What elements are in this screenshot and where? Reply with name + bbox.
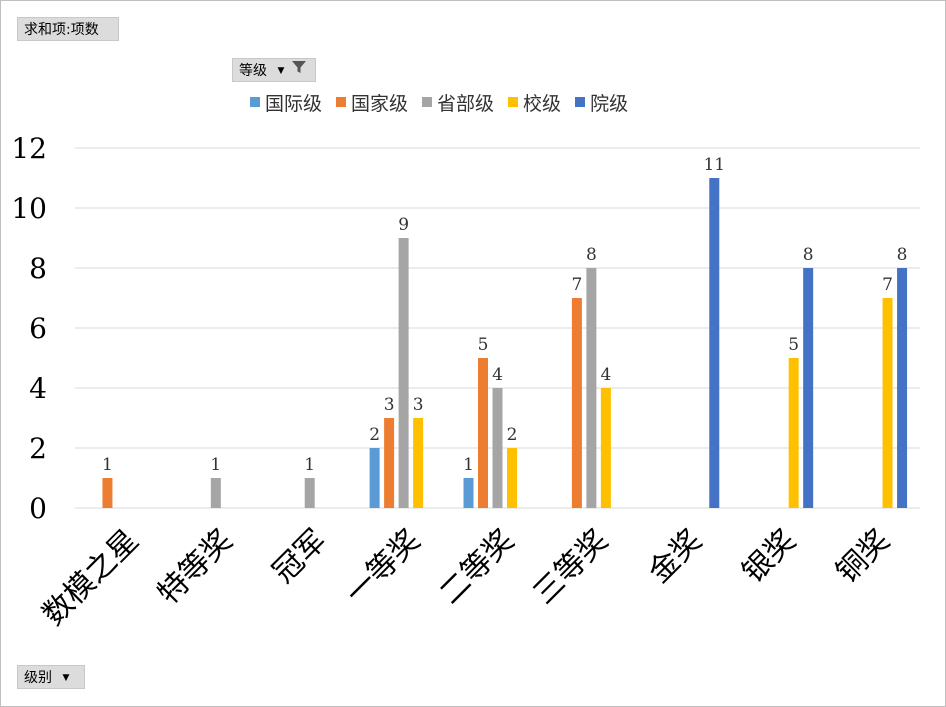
x-tick-label: 银奖: [736, 523, 803, 590]
grade-field-button[interactable]: 等级 ▼: [232, 58, 316, 82]
values-field-button[interactable]: 求和项:项数: [17, 17, 119, 41]
bar: [369, 448, 380, 508]
legend-swatch: [508, 97, 519, 107]
y-tick-label: 10: [11, 192, 47, 225]
x-tick-label: 数模之星: [36, 523, 146, 633]
legend-item: 国际级: [250, 89, 322, 116]
y-tick-label: 8: [29, 252, 47, 285]
x-tick-label: 冠军: [266, 523, 333, 590]
legend-label: 校级: [523, 92, 562, 115]
data-label: 5: [478, 335, 489, 355]
legend-swatch: [336, 97, 347, 107]
legend-label: 院级: [590, 92, 629, 115]
data-label: 5: [788, 335, 799, 355]
legend-swatch: [422, 97, 433, 107]
bar: [600, 388, 611, 508]
data-label: 11: [703, 155, 725, 175]
data-label: 3: [413, 395, 424, 415]
legend-item: 国家级: [336, 89, 408, 116]
bar: [586, 268, 597, 508]
data-label: 1: [304, 455, 315, 475]
data-label: 1: [463, 455, 474, 475]
data-label: 7: [882, 275, 893, 295]
level-field-button[interactable]: 级别 ▼: [17, 665, 85, 689]
x-tick-label: 特等奖: [151, 523, 239, 611]
bar: [882, 298, 893, 508]
data-label: 8: [803, 245, 814, 265]
filter-icon: [291, 59, 307, 83]
data-label: 9: [398, 215, 409, 235]
chart-legend: 国际级 国家级 省部级 校级 院级: [250, 89, 642, 116]
data-label: 8: [897, 245, 908, 265]
bar: [478, 358, 488, 508]
bar: [304, 478, 315, 508]
legend-swatch: [575, 97, 586, 107]
y-tick-label: 0: [29, 492, 47, 525]
bar: [210, 478, 221, 508]
legend-swatch: [250, 97, 260, 107]
data-label: 1: [102, 455, 113, 475]
dropdown-arrow-icon: ▼: [277, 66, 285, 76]
level-field-label: 级别: [24, 670, 52, 686]
dropdown-arrow-icon: ▼: [62, 673, 70, 683]
y-tick-label: 6: [29, 312, 47, 345]
legend-item: 院级: [575, 89, 628, 116]
values-field-label: 求和项:项数: [24, 22, 99, 38]
y-tick-label: 12: [11, 132, 47, 165]
x-tick-label: 金奖: [642, 523, 709, 590]
grade-field-label: 等级: [239, 63, 267, 79]
x-tick-label: 一等奖: [339, 523, 427, 611]
bar: [788, 358, 799, 508]
legend-item: 省部级: [422, 89, 494, 116]
data-label: 1: [210, 455, 221, 475]
bar: [709, 178, 720, 508]
bar: [413, 418, 424, 508]
x-tick-label: 铜奖: [830, 523, 897, 590]
bar: [398, 238, 409, 508]
data-label: 8: [586, 245, 597, 265]
bar: [102, 478, 113, 508]
legend-label: 国家级: [351, 92, 409, 115]
legend-item: 校级: [508, 89, 561, 116]
bar: [463, 478, 474, 508]
bar: [897, 268, 908, 508]
data-label: 3: [384, 395, 395, 415]
data-label: 4: [492, 365, 503, 385]
legend-label: 国际级: [265, 92, 323, 115]
data-label: 4: [600, 365, 611, 385]
legend-label: 省部级: [437, 92, 495, 115]
x-tick-label: 三等奖: [527, 523, 615, 611]
data-label: 7: [571, 275, 582, 295]
bar: [803, 268, 814, 508]
y-tick-label: 4: [29, 372, 47, 405]
x-tick-label: 二等奖: [433, 523, 521, 611]
data-label: 2: [507, 425, 518, 445]
bar: [384, 418, 395, 508]
bar: [507, 448, 517, 508]
bar: [492, 388, 503, 508]
bar: [571, 298, 582, 508]
y-tick-label: 2: [29, 432, 47, 465]
data-label: 2: [369, 425, 380, 445]
